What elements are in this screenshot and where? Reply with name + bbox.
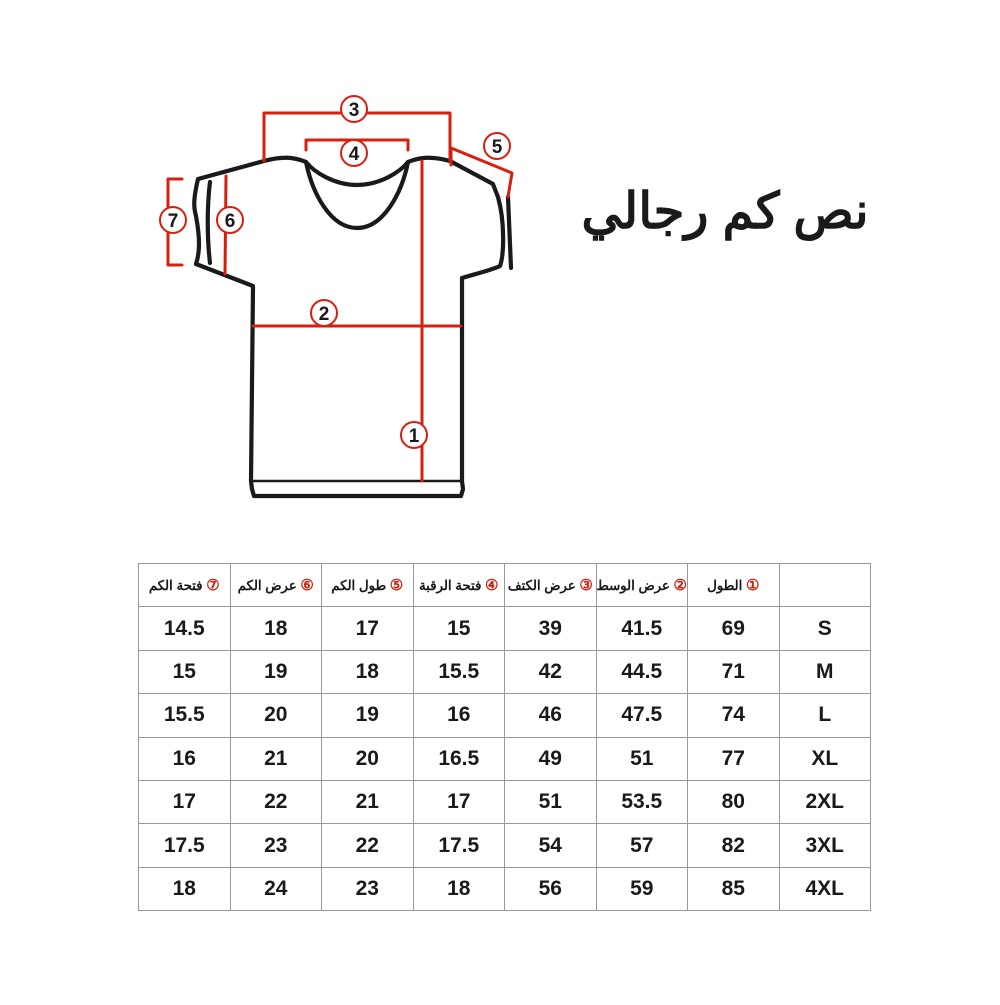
svg-text:5: 5 [492,137,503,158]
svg-text:1: 1 [409,426,420,447]
svg-text:2: 2 [319,304,330,325]
svg-text:3: 3 [349,100,360,121]
svg-text:6: 6 [225,211,236,232]
svg-text:7: 7 [168,211,179,232]
svg-text:4: 4 [349,144,360,165]
